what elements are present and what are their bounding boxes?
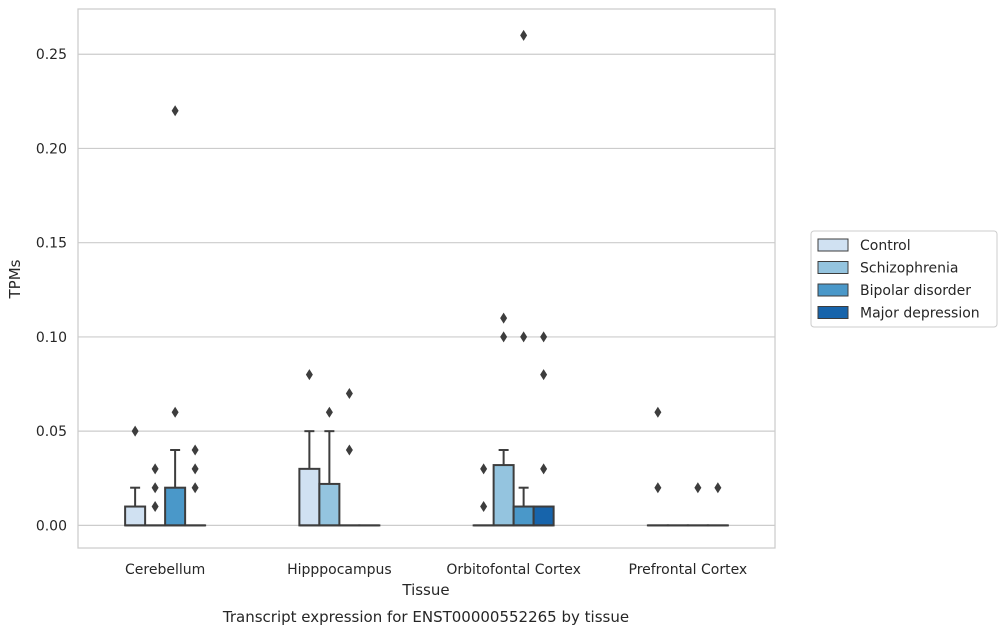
box-plot [338, 387, 361, 527]
grid-lines [78, 53, 775, 526]
legend-label: Bipolar disorder [860, 283, 971, 299]
legend-label: Schizophrenia [860, 261, 958, 277]
outlier-point [191, 444, 199, 456]
box-plot [492, 312, 515, 527]
box-plot [164, 105, 187, 527]
box [532, 505, 555, 527]
outlier-point [171, 105, 179, 117]
box-plot [532, 331, 555, 527]
outlier-point [654, 482, 662, 494]
x-axis-label: Tissue [401, 581, 449, 599]
box-plot [318, 406, 341, 527]
outlier-point [191, 463, 199, 475]
plot-frame [77, 8, 776, 549]
outlier-point [540, 369, 548, 381]
outlier-point [654, 406, 662, 418]
legend-label: Control [860, 238, 911, 254]
box-plot [124, 425, 147, 527]
outlier-point [520, 331, 528, 343]
outlier-point [480, 463, 488, 475]
y-tick-label: 0.15 [36, 236, 67, 252]
box [512, 505, 535, 527]
chart-caption: Transcript expression for ENST0000055226… [222, 608, 629, 626]
legend: Control Schizophrenia Bipolar disorder Majo… [810, 230, 998, 328]
outlier-point [325, 406, 333, 418]
legend-label: Major depression [860, 306, 980, 322]
outlier-point [171, 406, 179, 418]
box [318, 482, 341, 527]
y-tick-labels: 0.00 0.05 0.10 0.15 0.20 0.25 [36, 47, 67, 534]
outlier-point [305, 369, 313, 381]
outlier-point [694, 482, 702, 494]
box-plot [472, 463, 495, 527]
y-tick-label: 0.20 [36, 141, 67, 157]
box [298, 467, 321, 527]
outlier-point [151, 463, 159, 475]
legend-swatch [817, 283, 849, 297]
outlier-point [520, 29, 528, 41]
y-axis-label: TPMs [6, 259, 24, 299]
legend-swatch [817, 238, 849, 252]
outlier-point [151, 482, 159, 494]
outlier-point [131, 425, 139, 437]
y-tick-label: 0.10 [36, 330, 67, 346]
box [124, 505, 147, 527]
box-plot [686, 482, 709, 527]
box-plots [124, 29, 729, 527]
outlier-point [540, 463, 548, 475]
x-tick-label: Cerebellum [125, 562, 205, 578]
outlier-point [151, 501, 159, 513]
box [492, 464, 515, 527]
legend-frame [810, 230, 998, 328]
x-tick-label: Orbitofontal Cortex [446, 562, 581, 578]
outlier-point [480, 501, 488, 513]
box-plot [646, 406, 669, 527]
y-tick-label: 0.25 [36, 47, 67, 63]
box-plot [298, 369, 321, 527]
x-tick-label: Hipppocampus [287, 562, 392, 578]
y-tick-label: 0.00 [36, 518, 67, 534]
x-tick-label: Prefrontal Cortex [629, 562, 748, 578]
outlier-point [345, 444, 353, 456]
box-plot [706, 482, 729, 527]
y-tick-label: 0.05 [36, 424, 67, 440]
outlier-point [500, 331, 508, 343]
outlier-point [714, 482, 722, 494]
legend-swatch [817, 261, 849, 274]
outlier-point [500, 312, 508, 324]
box [164, 486, 187, 527]
box-plot [144, 463, 167, 527]
box-plot [512, 29, 535, 527]
outlier-point [191, 482, 199, 494]
box-plot [184, 444, 207, 527]
outlier-point [345, 387, 353, 399]
x-tick-labels: Cerebellum Hipppocampus Orbitofontal Corte… [125, 562, 747, 578]
outlier-point [540, 331, 548, 343]
legend-swatch [817, 306, 849, 319]
